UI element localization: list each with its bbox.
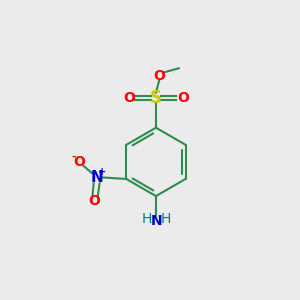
- Text: O: O: [74, 155, 85, 169]
- Text: H: H: [142, 212, 152, 226]
- Text: -: -: [72, 152, 76, 162]
- Text: O: O: [154, 69, 165, 83]
- Text: N: N: [90, 170, 103, 185]
- Text: S: S: [150, 89, 162, 107]
- Text: N: N: [151, 214, 162, 228]
- Text: O: O: [123, 91, 135, 105]
- Text: H: H: [161, 212, 171, 226]
- Text: +: +: [98, 167, 106, 176]
- Text: O: O: [88, 194, 100, 208]
- Text: O: O: [177, 91, 189, 105]
